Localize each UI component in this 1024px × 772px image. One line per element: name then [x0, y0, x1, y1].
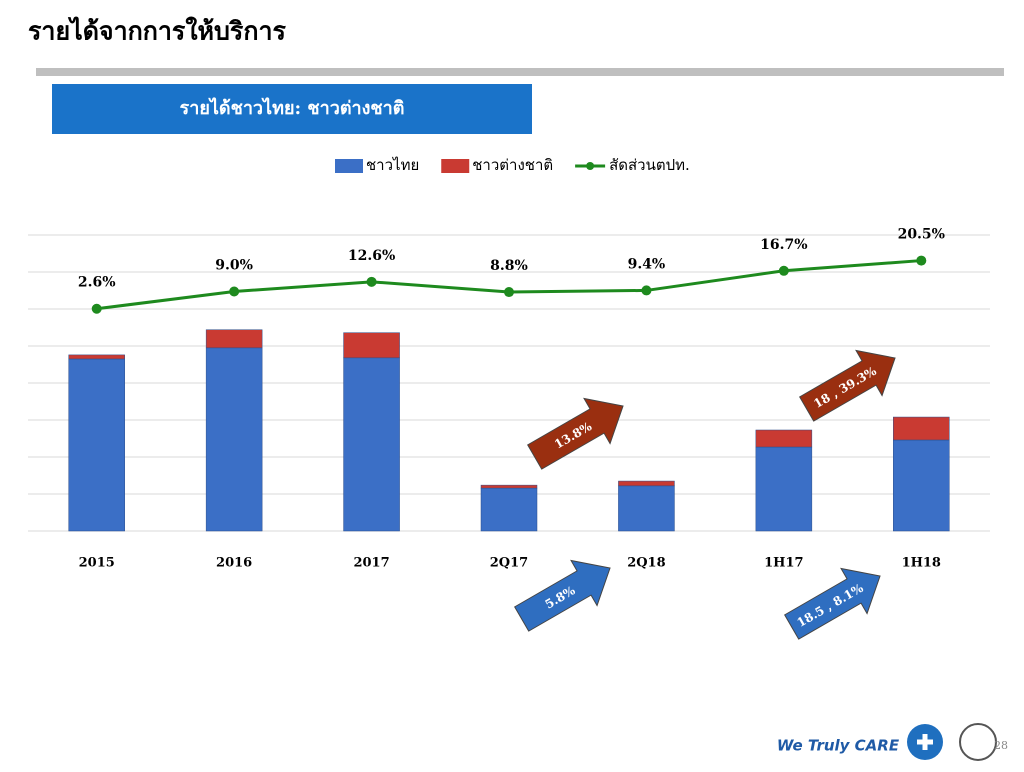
- x-tick-label: 1H17: [764, 556, 803, 571]
- legend-label: ชาวต่างชาติ: [472, 156, 553, 174]
- bar: [205, 347, 263, 532]
- x-tick-label: 2Q18: [627, 556, 665, 571]
- x-tick-label: 2017: [353, 556, 389, 571]
- arrow: 18.5 , 8.1%: [784, 567, 881, 640]
- logo-seal: [959, 723, 997, 761]
- logo-cross: [917, 734, 933, 750]
- subtitle-box: [52, 84, 532, 134]
- data-label: 20.5%: [898, 227, 945, 243]
- bar: [480, 487, 538, 532]
- data-label: 9.4%: [628, 256, 666, 272]
- arrow-shape: [784, 567, 881, 640]
- arrow-shape: [527, 397, 624, 470]
- line-point: [641, 285, 652, 296]
- x-tick-label: 2Q17: [490, 556, 528, 571]
- data-label: 8.8%: [490, 258, 528, 274]
- bar: [205, 329, 263, 349]
- line-point: [916, 255, 927, 266]
- bar: [343, 357, 400, 532]
- bar: [618, 485, 675, 532]
- arrow-shape: [799, 349, 896, 422]
- bar: [755, 429, 813, 448]
- bar: [893, 416, 950, 441]
- legend-swatch: [441, 159, 470, 173]
- arrow-shape: [514, 559, 611, 632]
- bar: [68, 354, 125, 360]
- x-tick-label: 2016: [216, 556, 252, 571]
- line-point: [504, 287, 514, 298]
- x-tick-label: 2015: [79, 556, 115, 571]
- legend-label: ชาวไทย: [366, 156, 419, 174]
- subtitle: รายได้ชาวไทย: ชาวต่างชาติ: [180, 97, 405, 119]
- bar: [343, 332, 400, 359]
- data-label: 9.0%: [215, 258, 253, 274]
- slide-title: รายได้จากการให้บริการ: [28, 16, 287, 46]
- line-point: [91, 303, 102, 314]
- slogan: We Truly CARE: [777, 737, 900, 755]
- divider: [36, 68, 1004, 76]
- bar: [480, 484, 538, 489]
- line-point: [778, 265, 789, 276]
- arrow: 13.8%: [527, 397, 624, 470]
- line-point: [229, 286, 240, 297]
- data-label: 16.7%: [760, 237, 807, 253]
- line-point: [366, 276, 377, 287]
- page-number: 28: [994, 739, 1008, 752]
- legend-marker: [586, 162, 595, 170]
- bar: [68, 358, 125, 532]
- chart: ชาวไทย ชาวต่างชาติ สัดส่วนตปท. 2015 2016 2017…: [28, 156, 990, 640]
- legend-swatch: [335, 159, 363, 173]
- bar: [893, 439, 950, 532]
- bar: [618, 480, 675, 487]
- legend-label: สัดส่วนตปท.: [609, 156, 690, 174]
- x-tick-label: 1H18: [902, 556, 941, 571]
- data-label: 2.6%: [78, 275, 116, 291]
- bar: [755, 446, 813, 532]
- data-label: 12.6%: [348, 248, 395, 264]
